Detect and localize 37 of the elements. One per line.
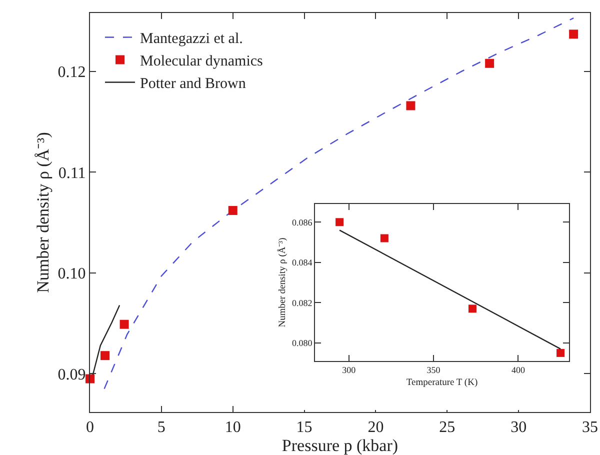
point (468, 304, 476, 313)
point (380, 234, 388, 242)
x-tick-label: 300 (342, 364, 356, 375)
point (336, 218, 344, 226)
x-tick-label: 25 (439, 419, 456, 436)
x-tick-label: 15 (296, 419, 312, 436)
y-tick-label: 0.086 (292, 217, 313, 228)
y-tick-label: 0.12 (58, 64, 86, 82)
x-tick-label: 400 (511, 364, 526, 375)
y-tick-label: 0.084 (292, 258, 313, 268)
point (485, 58, 494, 68)
x-tick-label: 0 (86, 419, 94, 436)
point (569, 30, 578, 39)
y-tick-label: 0.10 (58, 266, 86, 283)
y-tick-label: 0.11 (58, 164, 86, 182)
x-tick-label: 35 (582, 419, 598, 436)
x-tick-label: 20 (368, 419, 384, 436)
legend-label: Potter and Brown (140, 76, 246, 92)
point (556, 348, 565, 357)
y-tick-label: 0.082 (292, 298, 312, 308)
y-axis-title: Number density ρ (Å⁻³) (277, 238, 288, 328)
x-tick-label: 30 (510, 419, 527, 436)
x-tick-label: 5 (157, 419, 166, 436)
legend-label: Mantegazzi et al. (140, 31, 243, 48)
x-axis-title: Temperature T (K) (406, 378, 478, 388)
legend-label: Molecular dynamics (140, 54, 264, 70)
point (228, 206, 238, 215)
point (406, 101, 416, 110)
y-tick-label: 0.080 (292, 338, 313, 348)
x-tick-label: 10 (224, 419, 241, 436)
point (100, 351, 110, 360)
y-tick-label: 0.09 (58, 366, 86, 384)
x-axis-title: Pressure p (kbar) (282, 436, 398, 455)
line-series (104, 17, 574, 390)
point (120, 320, 129, 329)
y-axis-title: Number density ρ (Å⁻³) (33, 132, 52, 293)
x-tick-label: 350 (426, 364, 441, 375)
